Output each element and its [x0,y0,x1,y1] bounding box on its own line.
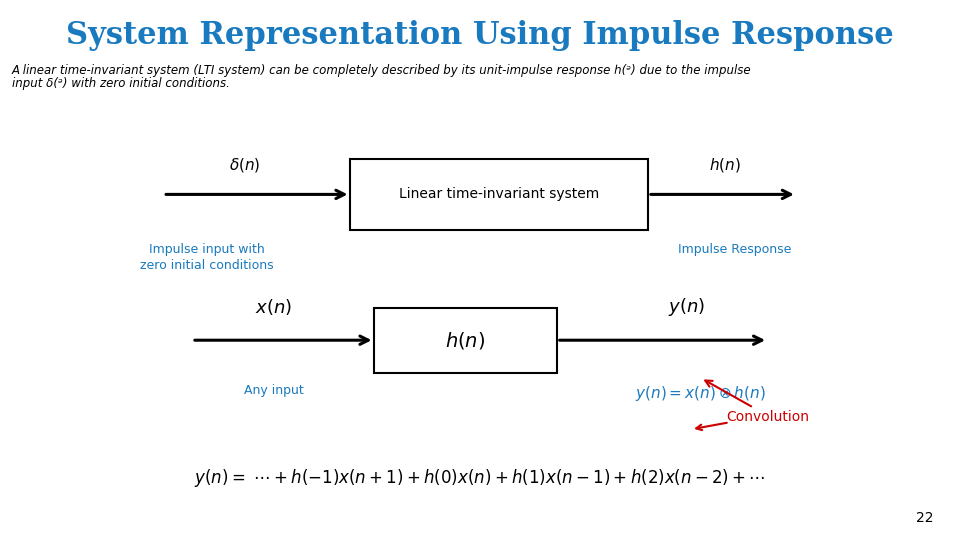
Text: $x(n)$: $x(n)$ [255,296,292,317]
Text: System Representation Using Impulse Response: System Representation Using Impulse Resp… [66,19,894,51]
Text: $y(n)$: $y(n)$ [668,296,705,318]
Bar [374,308,557,373]
Text: input δ(ᵊ) with zero initial conditions.: input δ(ᵊ) with zero initial conditions. [12,77,229,90]
Text: Impulse input with: Impulse input with [149,243,264,256]
Text: Convolution: Convolution [727,410,809,424]
Text: $\delta(n)$: $\delta(n)$ [229,156,260,174]
Text: zero initial conditions: zero initial conditions [139,259,274,272]
Text: $h(n)$: $h(n)$ [708,156,741,174]
Text: Impulse Response: Impulse Response [678,243,791,256]
Text: Any input: Any input [244,384,303,397]
Text: $y(n) = x(n) \otimes h(n)$: $y(n) = x(n) \otimes h(n)$ [636,384,766,403]
Text: $y(n) = \ \cdots + h(-1)x(n+1) + h(0)x(n) + h(1)x(n-1) + h(2)x(n-2) + \cdots$: $y(n) = \ \cdots + h(-1)x(n+1) + h(0)x(n… [194,467,766,489]
Text: $h(n)$: $h(n)$ [445,330,486,350]
Text: 22: 22 [916,511,933,525]
Text: A linear time-invariant system (LTI system) can be completely described by its u: A linear time-invariant system (LTI syst… [12,64,751,77]
Bar [350,159,648,230]
Text: Linear time-invariant system: Linear time-invariant system [399,187,599,201]
